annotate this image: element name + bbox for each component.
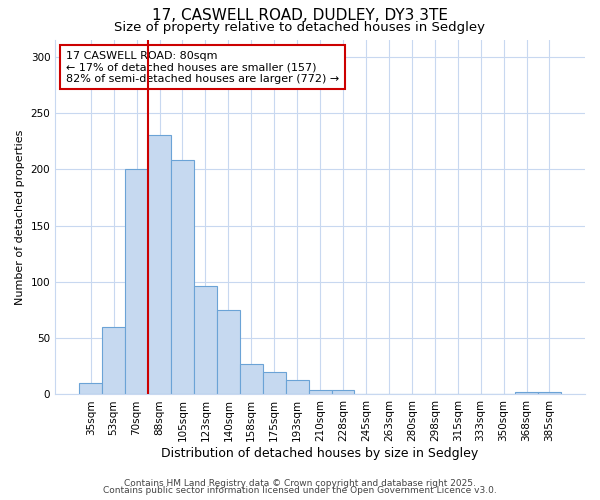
Bar <box>125 170 148 394</box>
Bar <box>263 372 286 394</box>
Text: 17, CASWELL ROAD, DUDLEY, DY3 3TE: 17, CASWELL ROAD, DUDLEY, DY3 3TE <box>152 8 448 22</box>
Y-axis label: Number of detached properties: Number of detached properties <box>15 130 25 305</box>
Text: 17 CASWELL ROAD: 80sqm
← 17% of detached houses are smaller (157)
82% of semi-de: 17 CASWELL ROAD: 80sqm ← 17% of detached… <box>66 50 339 84</box>
Bar <box>79 383 102 394</box>
X-axis label: Distribution of detached houses by size in Sedgley: Distribution of detached houses by size … <box>161 447 479 460</box>
Text: Contains public sector information licensed under the Open Government Licence v3: Contains public sector information licen… <box>103 486 497 495</box>
Bar <box>286 380 308 394</box>
Bar <box>102 327 125 394</box>
Bar <box>240 364 263 394</box>
Bar <box>148 134 171 394</box>
Bar <box>194 286 217 395</box>
Bar <box>171 160 194 394</box>
Bar <box>332 390 355 394</box>
Bar <box>217 310 240 394</box>
Bar <box>515 392 538 394</box>
Text: Contains HM Land Registry data © Crown copyright and database right 2025.: Contains HM Land Registry data © Crown c… <box>124 478 476 488</box>
Text: Size of property relative to detached houses in Sedgley: Size of property relative to detached ho… <box>115 21 485 34</box>
Bar <box>538 392 561 394</box>
Bar <box>308 390 332 394</box>
